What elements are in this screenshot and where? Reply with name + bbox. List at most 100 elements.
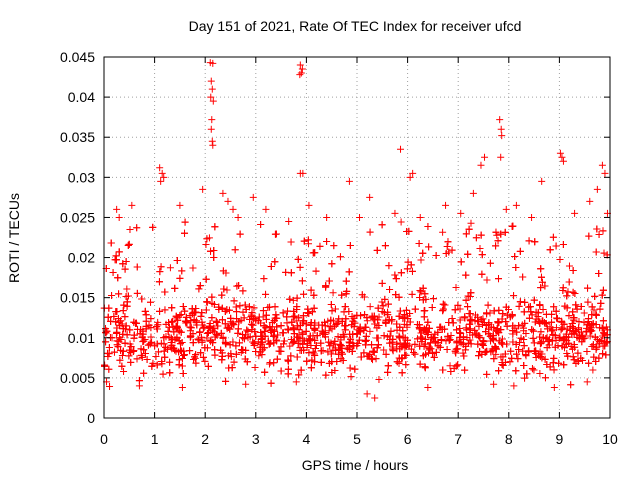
- y-tick-label: 0.005: [60, 370, 95, 386]
- data-point: [556, 256, 564, 264]
- data-point: [573, 305, 581, 313]
- data-point: [308, 308, 316, 316]
- data-point: [241, 301, 249, 309]
- data-point: [126, 226, 134, 234]
- data-point: [299, 330, 307, 338]
- data-point: [123, 298, 131, 306]
- data-point: [402, 351, 410, 359]
- data-point: [272, 230, 280, 238]
- data-point: [210, 246, 218, 254]
- data-point: [411, 305, 419, 313]
- data-point: [198, 338, 206, 346]
- data-point: [389, 347, 397, 355]
- data-point: [210, 300, 218, 308]
- data-point: [420, 313, 428, 321]
- data-point: [279, 329, 287, 337]
- data-point: [313, 332, 321, 340]
- data-point: [243, 326, 251, 334]
- data-point: [307, 286, 315, 294]
- data-point: [597, 299, 605, 307]
- data-point: [465, 309, 473, 317]
- data-point: [599, 227, 607, 235]
- data-point: [494, 237, 502, 245]
- data-point: [428, 335, 436, 343]
- data-point: [223, 286, 231, 294]
- data-point: [357, 312, 365, 320]
- data-point: [247, 320, 255, 328]
- y-tick-label: 0.035: [60, 129, 95, 145]
- data-point: [492, 350, 500, 358]
- data-point: [541, 355, 549, 363]
- data-point: [118, 362, 126, 370]
- data-point: [496, 116, 504, 124]
- x-tick-label: 9: [556, 431, 564, 447]
- data-point: [140, 337, 148, 345]
- data-point: [469, 189, 477, 197]
- data-point: [119, 307, 127, 315]
- data-point: [123, 285, 131, 293]
- data-point: [567, 381, 575, 389]
- data-point: [589, 320, 597, 328]
- data-point: [160, 340, 168, 348]
- data-point: [213, 319, 221, 327]
- data-point: [126, 326, 134, 334]
- data-point: [178, 384, 186, 392]
- data-point: [550, 303, 558, 311]
- data-point: [595, 269, 603, 277]
- data-point: [291, 312, 299, 320]
- data-point: [210, 324, 218, 332]
- data-point: [585, 232, 593, 240]
- data-point: [161, 306, 169, 314]
- data-point: [218, 291, 226, 299]
- data-point: [221, 320, 229, 328]
- data-point: [397, 145, 405, 153]
- data-point: [341, 303, 349, 311]
- data-point: [431, 338, 439, 346]
- data-point: [296, 263, 304, 271]
- data-point: [595, 230, 603, 238]
- data-point: [208, 314, 216, 322]
- data-point: [124, 241, 132, 249]
- data-point: [592, 248, 600, 256]
- data-point: [297, 366, 305, 374]
- data-point: [497, 153, 505, 161]
- data-point: [306, 335, 314, 343]
- data-point: [362, 332, 370, 340]
- data-point: [418, 335, 426, 343]
- data-points-layer: [100, 59, 611, 402]
- data-point: [106, 383, 114, 390]
- data-point: [541, 282, 549, 290]
- data-point: [506, 313, 514, 321]
- data-point: [260, 275, 268, 283]
- data-point: [520, 342, 528, 350]
- data-point: [215, 303, 223, 311]
- data-point: [204, 362, 212, 370]
- data-point: [360, 327, 368, 335]
- data-point: [107, 239, 115, 247]
- data-point: [147, 315, 155, 323]
- data-point: [262, 205, 270, 213]
- data-point: [393, 320, 401, 328]
- data-point: [593, 225, 601, 233]
- data-point: [550, 384, 558, 392]
- data-point: [305, 349, 313, 357]
- data-point: [565, 278, 573, 286]
- data-point: [591, 292, 599, 300]
- data-point: [378, 221, 386, 229]
- data-point: [464, 303, 472, 311]
- data-point: [262, 290, 270, 298]
- data-point: [493, 231, 501, 239]
- data-point: [226, 325, 234, 333]
- data-point: [133, 263, 141, 271]
- data-point: [472, 234, 480, 242]
- data-point: [454, 301, 462, 309]
- data-point: [325, 338, 333, 346]
- data-point: [158, 358, 166, 366]
- data-point: [403, 336, 411, 344]
- data-point: [408, 267, 416, 275]
- data-point: [140, 346, 148, 354]
- data-point: [511, 253, 519, 261]
- data-point: [251, 363, 259, 371]
- data-point: [140, 369, 148, 377]
- data-point: [456, 325, 464, 333]
